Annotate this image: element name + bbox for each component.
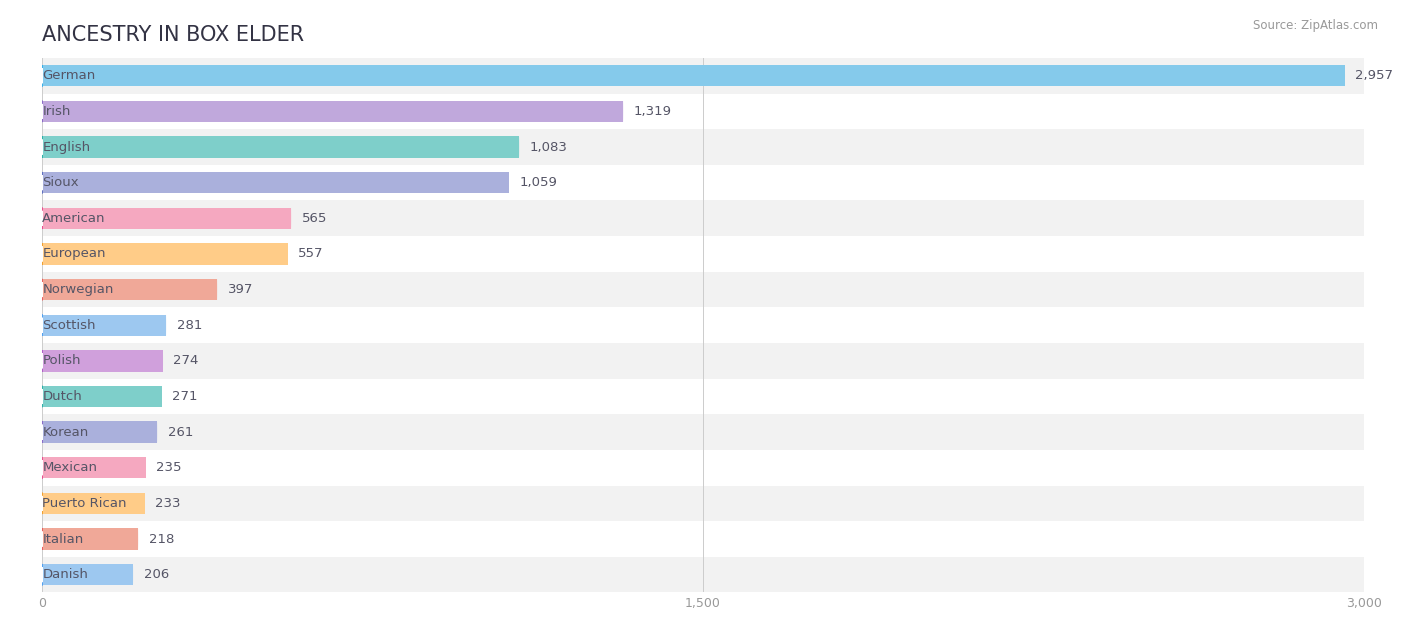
Bar bbox=[42, 343, 1364, 379]
Text: 565: 565 bbox=[302, 212, 328, 225]
Bar bbox=[42, 58, 1364, 93]
Bar bbox=[42, 450, 1364, 486]
Text: Source: ZipAtlas.com: Source: ZipAtlas.com bbox=[1253, 19, 1378, 32]
Text: 1,319: 1,319 bbox=[634, 105, 672, 118]
Bar bbox=[42, 129, 1364, 165]
Bar bbox=[42, 386, 162, 407]
Bar bbox=[42, 165, 1364, 200]
Text: Scottish: Scottish bbox=[42, 319, 96, 332]
Text: 233: 233 bbox=[156, 497, 181, 510]
Text: Italian: Italian bbox=[42, 533, 83, 545]
Text: 1,059: 1,059 bbox=[519, 176, 557, 189]
Bar bbox=[42, 307, 1364, 343]
Bar bbox=[42, 243, 288, 265]
Bar bbox=[42, 200, 1364, 236]
Text: Norwegian: Norwegian bbox=[42, 283, 114, 296]
Bar bbox=[42, 414, 1364, 450]
Bar bbox=[42, 493, 145, 514]
Text: 2,957: 2,957 bbox=[1355, 70, 1393, 82]
Text: Polish: Polish bbox=[42, 354, 80, 367]
Bar bbox=[42, 314, 166, 336]
Text: Sioux: Sioux bbox=[42, 176, 79, 189]
Bar bbox=[42, 172, 509, 193]
Text: ANCESTRY IN BOX ELDER: ANCESTRY IN BOX ELDER bbox=[42, 25, 304, 45]
Text: 261: 261 bbox=[167, 426, 193, 439]
Text: 274: 274 bbox=[173, 354, 198, 367]
Text: Irish: Irish bbox=[42, 105, 70, 118]
Text: Danish: Danish bbox=[42, 568, 89, 581]
Bar bbox=[42, 279, 217, 300]
Bar bbox=[42, 457, 146, 478]
Text: Mexican: Mexican bbox=[42, 461, 97, 474]
Bar bbox=[42, 236, 1364, 272]
Text: 271: 271 bbox=[172, 390, 198, 403]
Text: German: German bbox=[42, 70, 96, 82]
Text: Dutch: Dutch bbox=[42, 390, 82, 403]
Bar bbox=[42, 486, 1364, 521]
Bar bbox=[42, 521, 1364, 557]
Bar bbox=[42, 207, 291, 229]
Text: Korean: Korean bbox=[42, 426, 89, 439]
Text: 206: 206 bbox=[143, 568, 169, 581]
Text: 218: 218 bbox=[149, 533, 174, 545]
Bar bbox=[42, 137, 519, 158]
Bar bbox=[42, 557, 1364, 592]
Bar bbox=[42, 564, 134, 585]
Bar bbox=[42, 65, 1346, 86]
Text: American: American bbox=[42, 212, 105, 225]
Bar bbox=[42, 421, 157, 443]
Bar bbox=[42, 350, 163, 372]
Text: 397: 397 bbox=[228, 283, 253, 296]
Text: 1,083: 1,083 bbox=[530, 140, 568, 153]
Bar bbox=[42, 100, 623, 122]
Bar bbox=[42, 379, 1364, 414]
Bar bbox=[42, 93, 1364, 129]
Text: Puerto Rican: Puerto Rican bbox=[42, 497, 127, 510]
Bar bbox=[42, 272, 1364, 307]
Text: European: European bbox=[42, 247, 105, 260]
Text: English: English bbox=[42, 140, 90, 153]
Bar bbox=[42, 528, 138, 550]
Text: 281: 281 bbox=[177, 319, 202, 332]
Text: 557: 557 bbox=[298, 247, 323, 260]
Text: 235: 235 bbox=[156, 461, 181, 474]
